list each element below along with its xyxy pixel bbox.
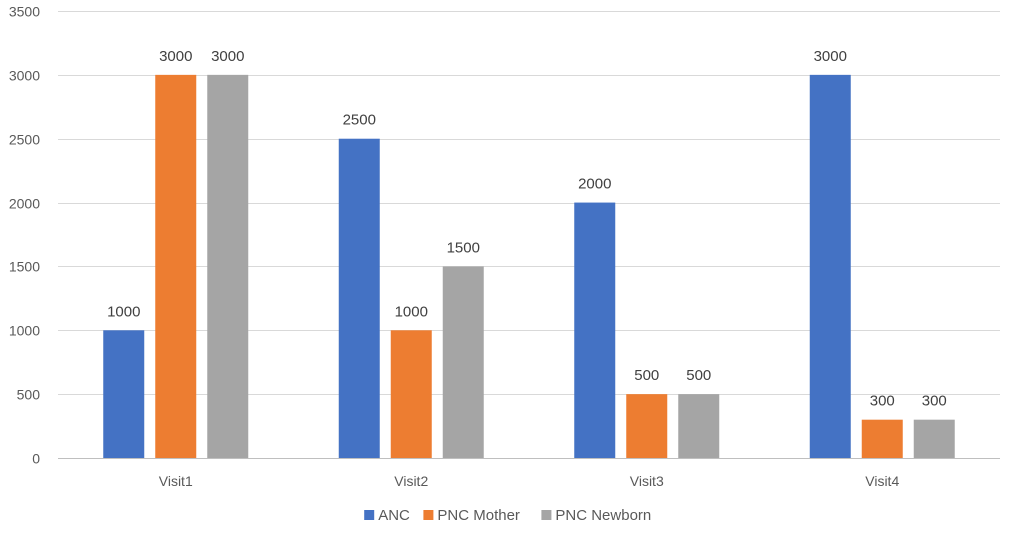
x-axis-categories: Visit1 Visit2 Visit3 Visit4 <box>159 473 900 489</box>
bar-anc-visit3 <box>574 202 616 458</box>
x-category-label-visit1: Visit1 <box>159 473 193 489</box>
data-label-pnc-mother-visit3: 500 <box>634 367 659 384</box>
bar-anc-visit4 <box>809 74 851 458</box>
bar-pnc-mother-visit1 <box>155 74 197 458</box>
legend-label-pnc-mother: PNC Mother <box>437 507 520 524</box>
y-tick-label-2500: 2500 <box>9 132 40 148</box>
data-label-pnc-newborn-visit3: 500 <box>686 367 711 384</box>
bar-pnc-mother-visit4 <box>861 419 903 458</box>
bar-pnc-newborn-visit3 <box>678 394 720 458</box>
y-tick-label-3500: 3500 <box>9 4 40 20</box>
y-tick-label-1000: 1000 <box>9 323 40 339</box>
data-label-pnc-newborn-visit1: 3000 <box>211 48 244 65</box>
data-label-pnc-newborn-visit2: 1500 <box>447 239 480 256</box>
legend: ANC PNC Mother PNC Newborn <box>364 507 651 524</box>
data-labels: 1000 3000 3000 2500 1000 1500 2000 500 500 3000 30… <box>107 48 947 410</box>
data-label-anc-visit2: 2500 <box>343 112 376 129</box>
legend-label-pnc-newborn: PNC Newborn <box>555 507 651 524</box>
y-tick-label-3000: 3000 <box>9 68 40 84</box>
bar-pnc-newborn-visit2 <box>442 266 484 458</box>
y-tick-label-2000: 2000 <box>9 196 40 212</box>
legend-swatch-pnc-mother <box>423 510 434 520</box>
bar-anc-visit1 <box>103 330 145 458</box>
x-category-label-visit4: Visit4 <box>865 473 899 489</box>
data-label-pnc-mother-visit4: 300 <box>870 393 895 410</box>
data-label-anc-visit4: 3000 <box>814 48 847 65</box>
bar-pnc-newborn-visit4 <box>913 419 955 458</box>
data-label-pnc-mother-visit2: 1000 <box>395 303 428 320</box>
bar-anc-visit2 <box>338 138 380 458</box>
legend-swatch-pnc-newborn <box>541 510 552 520</box>
legend-label-anc: ANC <box>378 507 410 524</box>
legend-swatch-anc <box>364 510 375 520</box>
data-label-pnc-newborn-visit4: 300 <box>922 393 947 410</box>
y-axis-ticks: 0 500 1000 1500 2000 2500 3000 3500 <box>9 4 40 467</box>
y-tick-label-0: 0 <box>32 451 40 467</box>
data-label-pnc-mother-visit1: 3000 <box>159 48 192 65</box>
y-tick-label-500: 500 <box>17 387 41 403</box>
bar-pnc-newborn-visit1 <box>207 74 249 458</box>
bars <box>103 74 955 458</box>
bar-pnc-mother-visit3 <box>626 394 668 458</box>
bar-pnc-mother-visit2 <box>390 330 432 458</box>
x-category-label-visit3: Visit3 <box>630 473 664 489</box>
gridlines <box>58 11 1000 459</box>
data-label-anc-visit3: 2000 <box>578 176 611 193</box>
y-tick-label-1500: 1500 <box>9 259 40 275</box>
x-category-label-visit2: Visit2 <box>394 473 428 489</box>
data-label-anc-visit1: 1000 <box>107 303 140 320</box>
